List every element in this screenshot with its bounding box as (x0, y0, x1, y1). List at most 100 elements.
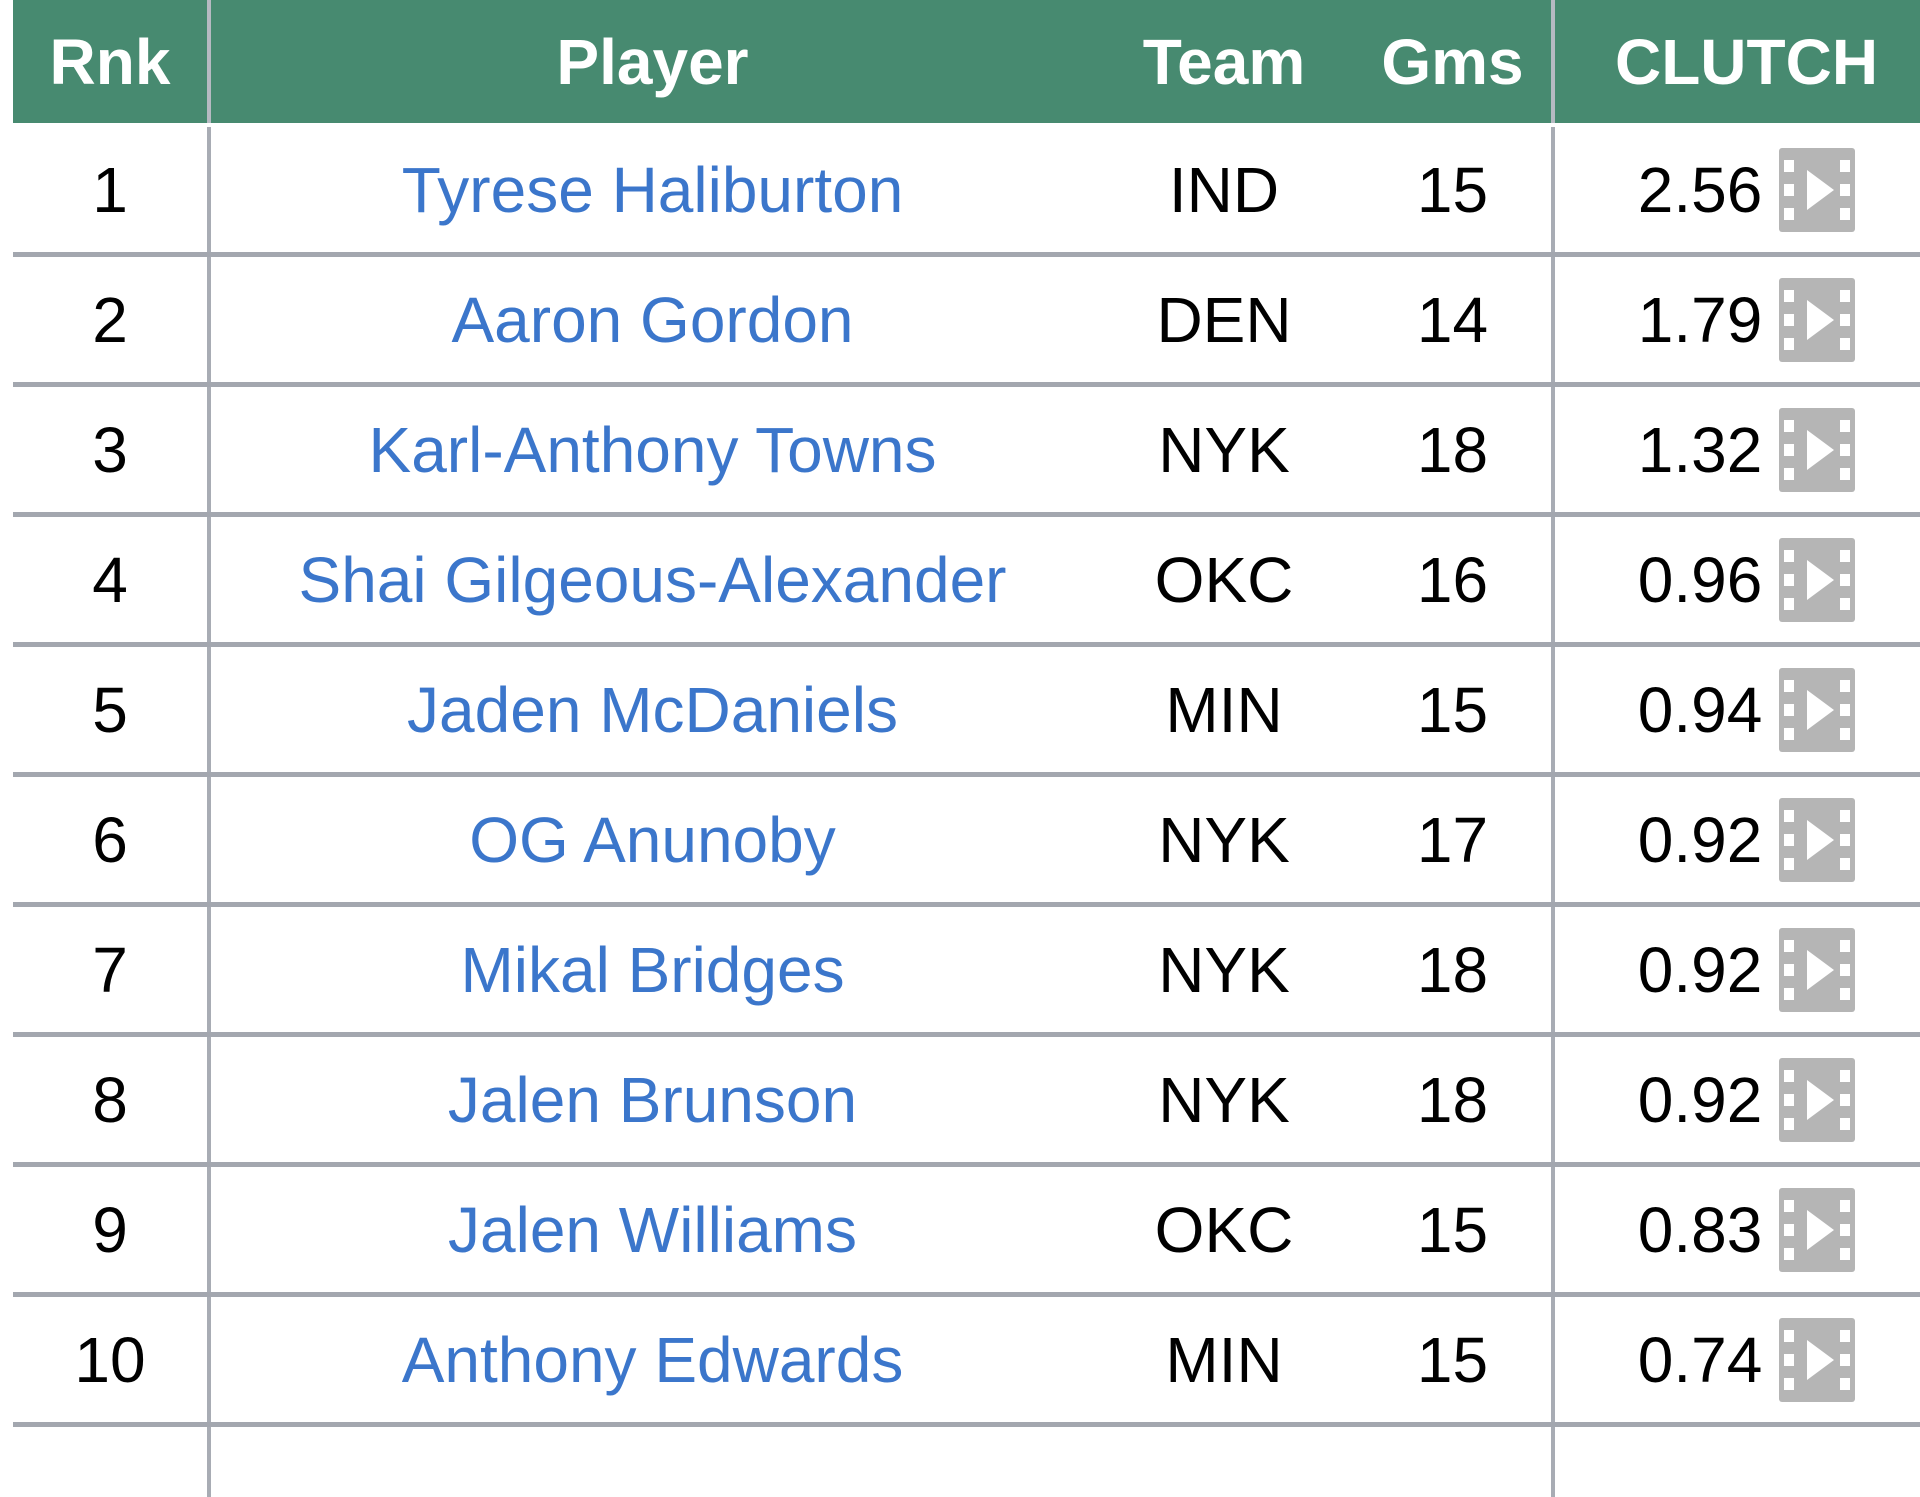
clutch-cell: 0.92 (1553, 775, 1920, 905)
games-value: 18 (1417, 1064, 1488, 1136)
column-header-games[interactable]: Gms (1354, 0, 1553, 125)
player-cell: Karl-Anthony Towns (209, 385, 1094, 515)
clutch-cell: 0.96 (1553, 515, 1920, 645)
clutch-value: 0.92 (1638, 803, 1763, 877)
rank-value: 6 (92, 804, 128, 876)
table-row-partial (13, 1425, 1920, 1497)
rank-cell: 8 (13, 1035, 209, 1165)
rank-value: 9 (92, 1194, 128, 1266)
team-cell: MIN (1094, 645, 1354, 775)
table-row: 7 Mikal Bridges NYK 18 0.92 (13, 905, 1920, 1035)
rank-cell (13, 1425, 209, 1497)
team-cell: NYK (1094, 775, 1354, 905)
games-value: 18 (1417, 934, 1488, 1006)
table-row: 10 Anthony Edwards MIN 15 0.74 (13, 1295, 1920, 1425)
film-play-icon[interactable] (1779, 1188, 1855, 1272)
team-cell: OKC (1094, 515, 1354, 645)
team-value: IND (1169, 154, 1279, 226)
games-cell: 17 (1354, 775, 1553, 905)
film-play-icon[interactable] (1779, 928, 1855, 1012)
games-cell: 15 (1354, 125, 1553, 255)
table-row: 9 Jalen Williams OKC 15 0.83 (13, 1165, 1920, 1295)
games-cell: 18 (1354, 905, 1553, 1035)
rank-cell: 1 (13, 125, 209, 255)
player-cell: Jalen Williams (209, 1165, 1094, 1295)
clutch-value: 2.56 (1638, 153, 1763, 227)
film-play-icon[interactable] (1779, 798, 1855, 882)
player-cell: Jalen Brunson (209, 1035, 1094, 1165)
rank-value: 7 (92, 934, 128, 1006)
column-header-player[interactable]: Player (209, 0, 1094, 125)
player-link[interactable]: Jaden McDaniels (407, 674, 898, 746)
games-value: 16 (1417, 544, 1488, 616)
clutch-value: 0.83 (1638, 1193, 1763, 1267)
film-play-icon[interactable] (1779, 1318, 1855, 1402)
player-link[interactable]: Shai Gilgeous-Alexander (299, 544, 1007, 616)
rank-cell: 5 (13, 645, 209, 775)
film-play-icon[interactable] (1779, 148, 1855, 232)
rank-cell: 10 (13, 1295, 209, 1425)
clutch-value: 0.94 (1638, 673, 1763, 747)
rank-cell: 9 (13, 1165, 209, 1295)
table-row: 3 Karl-Anthony Towns NYK 18 1.32 (13, 385, 1920, 515)
player-cell: Shai Gilgeous-Alexander (209, 515, 1094, 645)
clutch-cell: 0.94 (1553, 645, 1920, 775)
film-play-icon[interactable] (1779, 278, 1855, 362)
games-value: 15 (1417, 154, 1488, 226)
column-header-rank[interactable]: Rnk (13, 0, 209, 125)
clutch-cell: 2.56 (1553, 125, 1920, 255)
player-cell: OG Anunoby (209, 775, 1094, 905)
rank-cell: 7 (13, 905, 209, 1035)
games-cell: 15 (1354, 1295, 1553, 1425)
film-play-icon[interactable] (1779, 1058, 1855, 1142)
clutch-value: 0.96 (1638, 543, 1763, 617)
film-play-icon[interactable] (1779, 538, 1855, 622)
player-link[interactable]: OG Anunoby (469, 804, 835, 876)
player-cell: Aaron Gordon (209, 255, 1094, 385)
column-header-clutch[interactable]: CLUTCH (1553, 0, 1920, 125)
player-cell (209, 1425, 1094, 1497)
player-link[interactable]: Anthony Edwards (402, 1324, 904, 1396)
player-link[interactable]: Tyrese Haliburton (402, 154, 904, 226)
clutch-cell: 0.74 (1553, 1295, 1920, 1425)
team-cell (1094, 1425, 1354, 1497)
rank-value: 2 (92, 284, 128, 356)
team-cell: MIN (1094, 1295, 1354, 1425)
team-cell: DEN (1094, 255, 1354, 385)
team-cell: OKC (1094, 1165, 1354, 1295)
table-row: 8 Jalen Brunson NYK 18 0.92 (13, 1035, 1920, 1165)
table-row: 4 Shai Gilgeous-Alexander OKC 16 0.96 (13, 515, 1920, 645)
player-link[interactable]: Karl-Anthony Towns (369, 414, 937, 486)
games-value: 18 (1417, 414, 1488, 486)
rank-value: 8 (92, 1064, 128, 1136)
clutch-leaders-table: Rnk Player Team Gms CLUTCH 1 Tyrese Hali… (13, 0, 1920, 1497)
rank-cell: 3 (13, 385, 209, 515)
film-play-icon[interactable] (1779, 408, 1855, 492)
player-link[interactable]: Aaron Gordon (451, 284, 853, 356)
player-cell: Tyrese Haliburton (209, 125, 1094, 255)
player-link[interactable]: Mikal Bridges (460, 934, 844, 1006)
clutch-cell: 0.92 (1553, 1035, 1920, 1165)
rank-cell: 2 (13, 255, 209, 385)
clutch-cell: 0.83 (1553, 1165, 1920, 1295)
games-value: 15 (1417, 1194, 1488, 1266)
games-cell: 15 (1354, 1165, 1553, 1295)
film-play-icon[interactable] (1779, 668, 1855, 752)
games-value: 15 (1417, 1324, 1488, 1396)
team-cell: NYK (1094, 1035, 1354, 1165)
table-row: 2 Aaron Gordon DEN 14 1.79 (13, 255, 1920, 385)
table-row: 6 OG Anunoby NYK 17 0.92 (13, 775, 1920, 905)
team-value: MIN (1165, 1324, 1282, 1396)
player-link[interactable]: Jalen Williams (448, 1194, 857, 1266)
team-value: MIN (1165, 674, 1282, 746)
player-link[interactable]: Jalen Brunson (448, 1064, 857, 1136)
clutch-cell (1553, 1425, 1920, 1497)
table-row: 1 Tyrese Haliburton IND 15 2.56 (13, 125, 1920, 255)
games-cell: 14 (1354, 255, 1553, 385)
column-header-team[interactable]: Team (1094, 0, 1354, 125)
team-value: NYK (1158, 934, 1290, 1006)
clutch-cell: 0.92 (1553, 905, 1920, 1035)
games-cell: 16 (1354, 515, 1553, 645)
clutch-cell: 1.79 (1553, 255, 1920, 385)
player-cell: Mikal Bridges (209, 905, 1094, 1035)
